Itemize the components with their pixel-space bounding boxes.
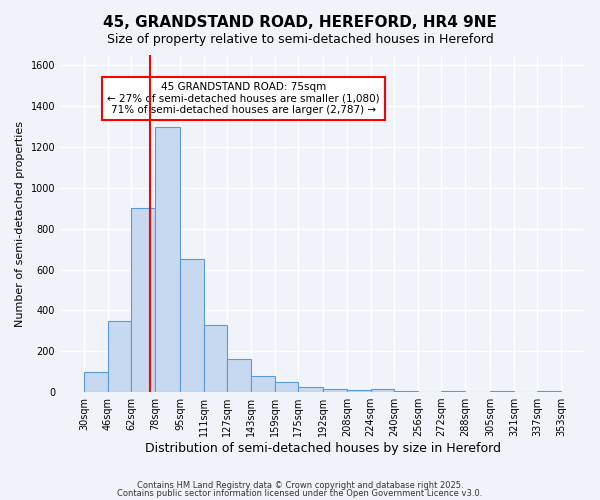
Text: 45 GRANDSTAND ROAD: 75sqm
← 27% of semi-detached houses are smaller (1,080)
71% : 45 GRANDSTAND ROAD: 75sqm ← 27% of semi-…: [107, 82, 380, 115]
Text: Size of property relative to semi-detached houses in Hereford: Size of property relative to semi-detach…: [107, 32, 493, 46]
Text: Contains HM Land Registry data © Crown copyright and database right 2025.: Contains HM Land Registry data © Crown c…: [137, 481, 463, 490]
Bar: [394, 391, 418, 392]
Bar: [442, 391, 465, 392]
Bar: [323, 389, 347, 392]
Bar: [84, 372, 107, 392]
Text: 45, GRANDSTAND ROAD, HEREFORD, HR4 9NE: 45, GRANDSTAND ROAD, HEREFORD, HR4 9NE: [103, 15, 497, 30]
Bar: [251, 376, 275, 392]
Bar: [227, 360, 251, 392]
Bar: [155, 126, 180, 392]
Bar: [371, 389, 394, 392]
Y-axis label: Number of semi-detached properties: Number of semi-detached properties: [15, 120, 25, 326]
Text: Contains public sector information licensed under the Open Government Licence v3: Contains public sector information licen…: [118, 488, 482, 498]
Bar: [131, 208, 155, 392]
Bar: [347, 390, 371, 392]
Bar: [490, 391, 514, 392]
Bar: [298, 387, 323, 392]
Bar: [538, 391, 561, 392]
Bar: [107, 320, 131, 392]
Bar: [180, 260, 203, 392]
Bar: [203, 324, 227, 392]
Bar: [275, 382, 298, 392]
X-axis label: Distribution of semi-detached houses by size in Hereford: Distribution of semi-detached houses by …: [145, 442, 500, 455]
